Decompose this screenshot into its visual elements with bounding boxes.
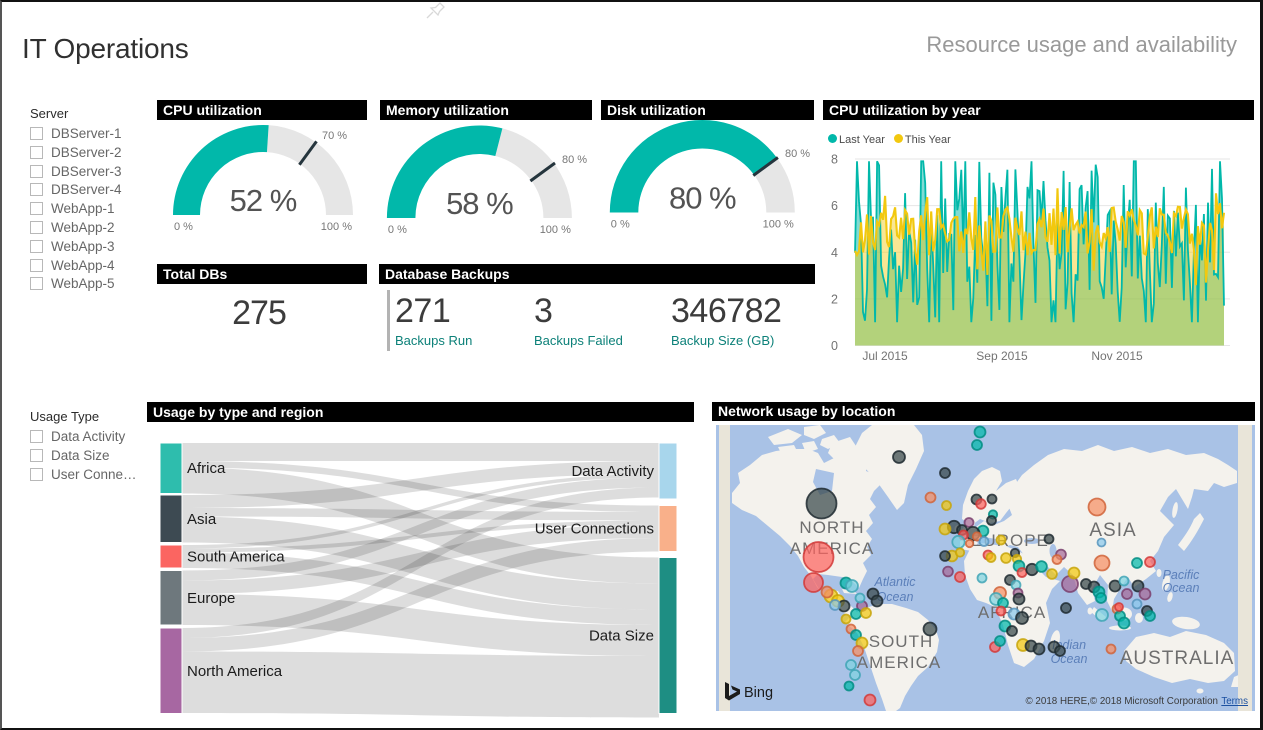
svg-text:100 %: 100 %	[321, 221, 352, 233]
svg-text:Europe: Europe	[187, 590, 235, 607]
svg-text:8: 8	[831, 153, 838, 167]
svg-text:Nov 2015: Nov 2015	[1091, 349, 1143, 363]
svg-text:52 %: 52 %	[230, 183, 297, 218]
svg-text:North America: North America	[187, 663, 283, 680]
svg-text:0 %: 0 %	[388, 224, 407, 236]
svg-text:100 %: 100 %	[540, 224, 571, 236]
svg-text:AUSTRALIA: AUSTRALIA	[1120, 648, 1235, 669]
svg-text:0 %: 0 %	[174, 221, 193, 233]
svg-text:Bing: Bing	[744, 685, 773, 701]
svg-text:Terms: Terms	[1221, 696, 1248, 707]
svg-text:SOUTH: SOUTH	[869, 632, 934, 651]
svg-text:2: 2	[831, 292, 838, 306]
svg-text:80 %: 80 %	[785, 148, 810, 160]
svg-text:NORTH: NORTH	[799, 518, 864, 537]
svg-text:Pacific: Pacific	[1163, 568, 1201, 582]
svg-text:User Connections: User Connections	[535, 521, 654, 538]
svg-text:Asia: Asia	[187, 511, 217, 528]
svg-text:Data Size: Data Size	[589, 628, 654, 645]
svg-text:4: 4	[831, 246, 838, 260]
svg-text:EUROPE: EUROPE	[971, 531, 1049, 550]
svg-text:Ocean: Ocean	[1163, 581, 1200, 595]
svg-text:© 2018 HERE,© 2018 Microsoft C: © 2018 HERE,© 2018 Microsoft Corporation	[1025, 696, 1218, 707]
svg-text:80 %: 80 %	[562, 154, 587, 166]
svg-text:6: 6	[831, 199, 838, 213]
svg-text:Data Activity: Data Activity	[571, 463, 654, 480]
svg-text:58 %: 58 %	[446, 186, 513, 221]
svg-text:Africa: Africa	[187, 460, 226, 477]
svg-text:100 %: 100 %	[763, 219, 794, 231]
svg-text:Atlantic: Atlantic	[874, 575, 917, 589]
svg-text:ASIA: ASIA	[1089, 520, 1136, 541]
svg-text:70 %: 70 %	[322, 130, 347, 142]
svg-text:0: 0	[831, 339, 838, 353]
svg-text:80 %: 80 %	[669, 181, 736, 216]
svg-text:Sep 2015: Sep 2015	[976, 349, 1028, 363]
svg-text:0 %: 0 %	[611, 219, 630, 231]
svg-text:AMERICA: AMERICA	[857, 653, 941, 672]
svg-text:Ocean: Ocean	[877, 590, 914, 604]
svg-text:Jul 2015: Jul 2015	[862, 349, 908, 363]
svg-text:South America: South America	[187, 549, 285, 566]
